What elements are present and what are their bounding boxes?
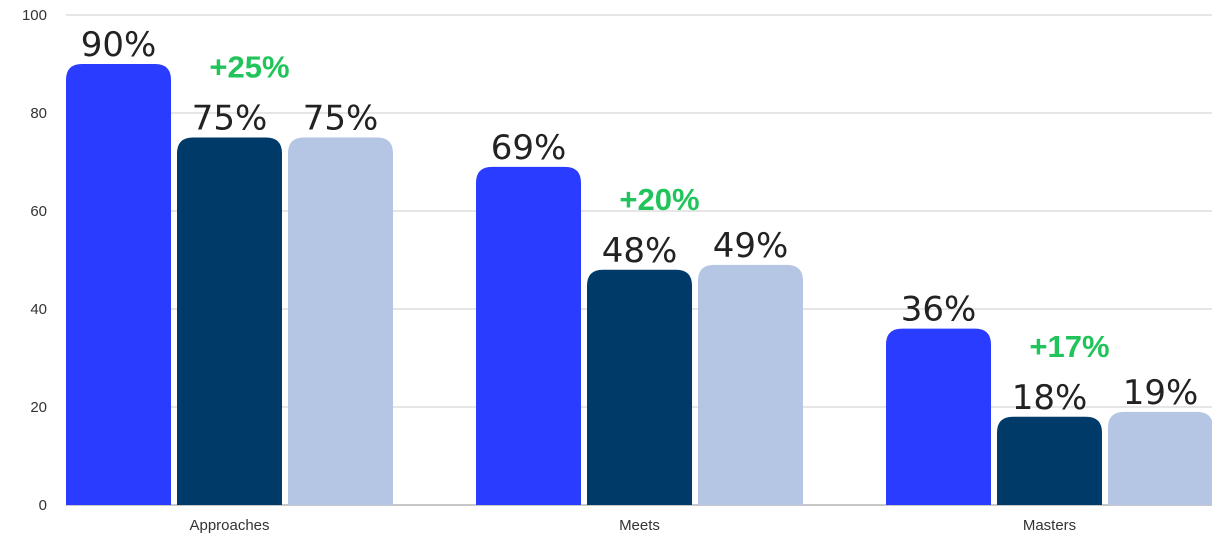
bar-masters-3 (1108, 412, 1212, 505)
y-tick-label-40: 40 (30, 301, 47, 318)
y-tick-label-60: 60 (30, 203, 47, 220)
difference-label-meets: +20% (619, 182, 699, 217)
value-label-meets-1: 69% (491, 128, 567, 168)
value-label-approaches-1: 90% (81, 25, 157, 65)
value-label-masters-3: 19% (1123, 373, 1199, 413)
value-label-masters-2: 18% (1012, 378, 1088, 418)
value-label-meets-2: 48% (602, 231, 678, 271)
y-tick-label-20: 20 (30, 399, 47, 416)
bar-approaches-2 (177, 138, 282, 506)
bar-masters-2 (997, 417, 1102, 505)
y-tick-label-80: 80 (30, 105, 47, 122)
value-label-approaches-2: 75% (192, 99, 268, 139)
category-label-meets: Meets (619, 517, 660, 534)
bar-approaches-3 (288, 138, 393, 506)
category-label-approaches: Approaches (189, 517, 269, 534)
category-label-masters: Masters (1023, 517, 1076, 534)
bar-masters-1 (886, 329, 991, 505)
difference-label-masters: +17% (1029, 329, 1109, 364)
difference-label-approaches: +25% (209, 50, 289, 85)
y-tick-label-0: 0 (39, 497, 47, 514)
value-label-approaches-3: 75% (303, 99, 379, 139)
bar-meets-2 (587, 270, 692, 505)
bar-meets-3 (698, 265, 803, 505)
value-label-masters-1: 36% (901, 290, 977, 330)
value-label-meets-3: 49% (713, 226, 789, 266)
bar-approaches-1 (66, 64, 171, 505)
bar-meets-1 (476, 167, 581, 505)
y-tick-label-100: 100 (22, 7, 47, 24)
